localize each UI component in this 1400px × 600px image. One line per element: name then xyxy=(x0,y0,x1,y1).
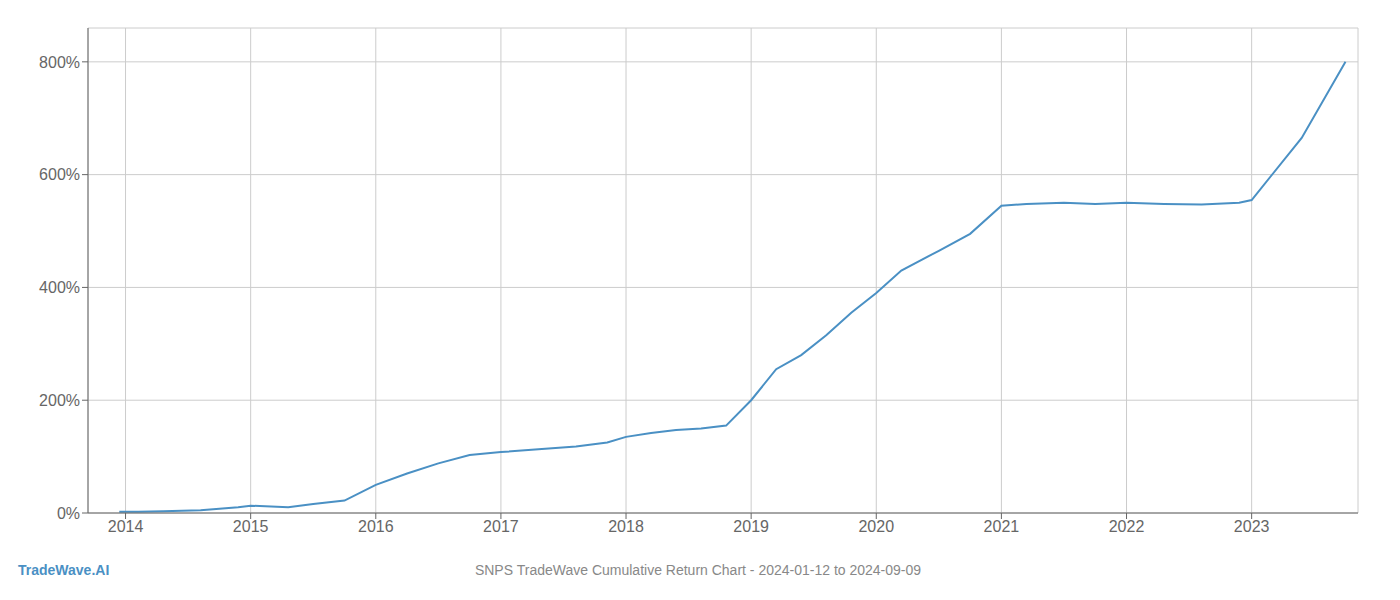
html-text:TradeWave.AI: TradeWave.AI xyxy=(18,562,110,578)
svg-text:2018: 2018 xyxy=(608,518,644,535)
svg-text:2022: 2022 xyxy=(1109,518,1145,535)
svg-text:2016: 2016 xyxy=(358,518,394,535)
svg-text:2019: 2019 xyxy=(733,518,769,535)
svg-text:2015: 2015 xyxy=(233,518,269,535)
svg-text:2023: 2023 xyxy=(1234,518,1270,535)
svg-text:2017: 2017 xyxy=(483,518,519,535)
svg-text:2021: 2021 xyxy=(984,518,1020,535)
svg-text:600%: 600% xyxy=(39,166,80,183)
html-text:SNPS TradeWave Cumulative Retu: SNPS TradeWave Cumulative Return Chart -… xyxy=(474,562,922,578)
svg-text:400%: 400% xyxy=(39,279,80,296)
svg-text:0%: 0% xyxy=(57,505,80,522)
svg-text:800%: 800% xyxy=(39,54,80,71)
svg-text:200%: 200% xyxy=(39,392,80,409)
svg-text:2020: 2020 xyxy=(858,518,894,535)
svg-text:2014: 2014 xyxy=(108,518,144,535)
